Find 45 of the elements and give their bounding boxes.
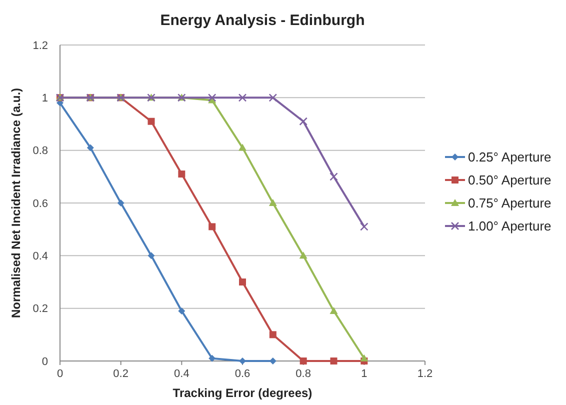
point (299, 117, 308, 126)
point (208, 354, 216, 362)
y-tick-label: 1 (42, 92, 48, 105)
point (300, 358, 307, 364)
x-tick-label: 0.2 (113, 368, 128, 380)
point (178, 307, 186, 314)
point (268, 199, 277, 206)
legend-label: 0.75° Aperture (468, 196, 552, 211)
point (360, 222, 368, 231)
point (238, 144, 246, 151)
y-tick-label: 0.6 (32, 198, 48, 210)
x-tick-label: 1.2 (417, 368, 433, 380)
x-tick-label: 1 (361, 368, 368, 380)
x-tick-label: 0.4 (174, 368, 190, 380)
point (268, 94, 278, 102)
y-tick-label: 0.8 (32, 145, 48, 158)
y-tick-label: 0 (42, 356, 48, 368)
x-tick-label: 0 (56, 368, 64, 380)
point (178, 170, 186, 178)
y-tick-label: 0.2 (32, 303, 48, 316)
point (238, 94, 247, 102)
point (330, 172, 338, 181)
point (239, 358, 246, 364)
point (330, 358, 338, 364)
point (299, 252, 308, 259)
y-axis-title: Normalised Net Incident Irradiance (a.u.) (9, 88, 23, 318)
x-tick-label: 0.8 (296, 368, 311, 380)
point (148, 252, 155, 260)
point (269, 331, 276, 338)
point (239, 278, 246, 286)
chart-title: Energy Analysis - Edinburgh (160, 12, 365, 29)
x-tick-label: 0.6 (234, 368, 250, 380)
point (208, 94, 216, 102)
point (117, 200, 124, 206)
point (330, 306, 338, 314)
point (208, 223, 216, 230)
legend-label: 0.25° Aperture (468, 150, 552, 165)
x-axis-title: Tracking Error (degrees) (172, 386, 312, 400)
legend-label: 1.00° Aperture (468, 218, 552, 234)
legend-label: 0.50° Aperture (468, 172, 552, 188)
point (86, 144, 94, 152)
point (360, 354, 368, 362)
point (148, 118, 155, 125)
y-tick-label: 0.4 (32, 250, 48, 263)
y-tick-label: 1.2 (32, 40, 48, 52)
